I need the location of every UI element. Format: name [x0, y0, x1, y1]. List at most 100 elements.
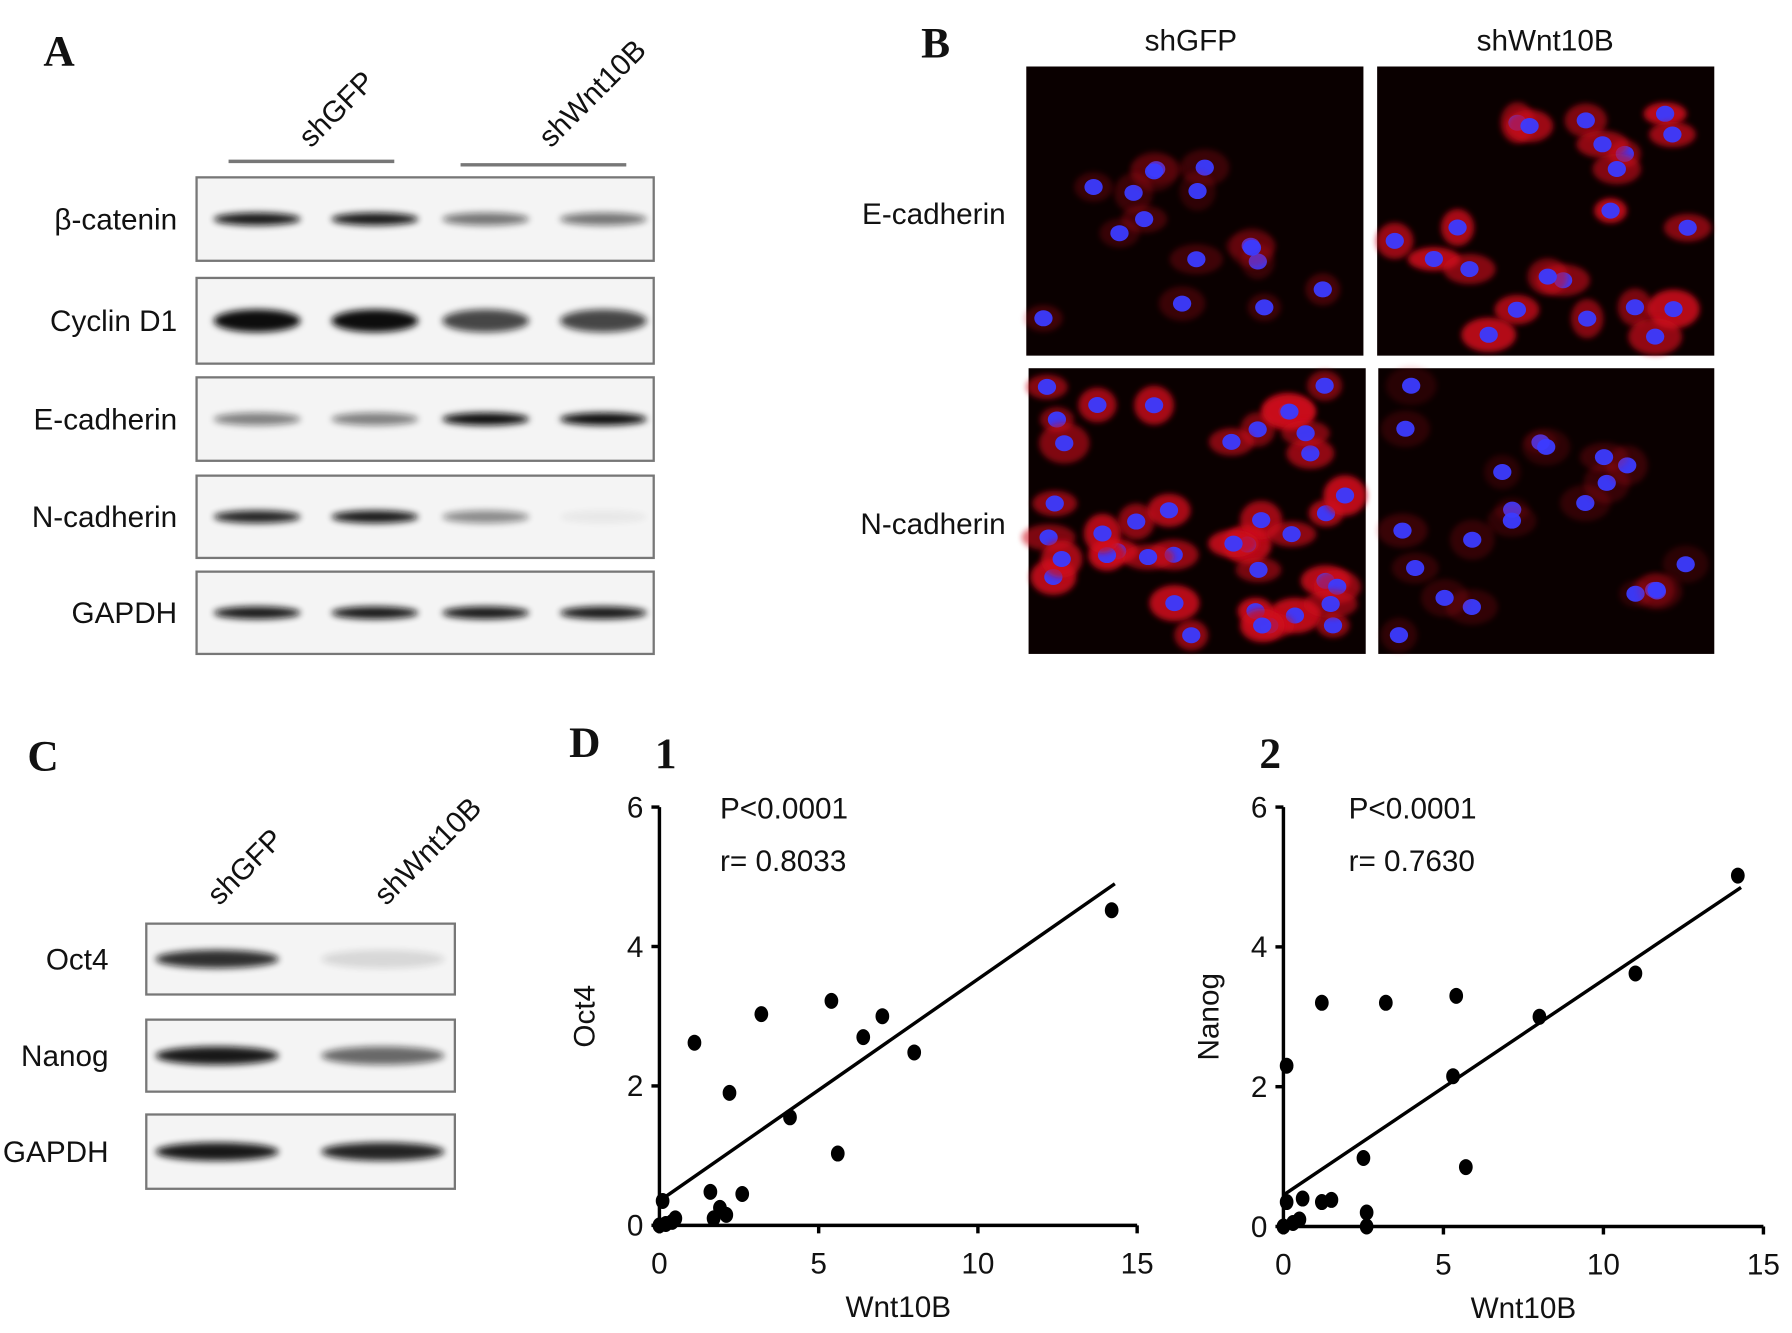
lane-label: shGFP [201, 823, 290, 912]
row-label: E-cadherin [862, 198, 1006, 231]
nucleus [1301, 445, 1320, 462]
fluorescence-image [1377, 366, 1715, 654]
nucleus [1037, 378, 1057, 395]
y-tick-label: 6 [1251, 791, 1268, 824]
nucleus [1138, 549, 1158, 566]
nucleus [1084, 179, 1103, 196]
nucleus [1385, 232, 1404, 249]
band [155, 949, 279, 969]
nucleus [1647, 581, 1666, 598]
nucleus [1493, 464, 1512, 481]
nucleus [1253, 617, 1272, 634]
band [213, 606, 301, 620]
row-label: N-cadherin [860, 508, 1005, 541]
nucleus [1093, 525, 1112, 542]
band [155, 1142, 279, 1161]
point [1279, 1194, 1294, 1211]
nucleus [1576, 112, 1595, 129]
nucleus [1315, 377, 1334, 394]
band [321, 1142, 445, 1161]
nucleus [1664, 301, 1683, 318]
x-tick-label: 15 [1121, 1247, 1154, 1280]
point [856, 1029, 871, 1046]
fit-line [658, 882, 1116, 1203]
nucleus [1538, 268, 1557, 285]
band [442, 309, 530, 333]
blot-panel: β-catenin Cyclin D1 E-cadherin N-cadherin GA… [32, 176, 655, 656]
blot-panel: Oct4 Nanog GAPDH [3, 922, 456, 1190]
nucleus [1034, 310, 1053, 327]
point [1279, 1057, 1294, 1074]
nucleus [1520, 117, 1539, 134]
chart-title: 1 [655, 730, 677, 778]
nucleus [1321, 596, 1340, 613]
point [824, 992, 839, 1009]
nucleus [1502, 512, 1522, 529]
nucleus [1462, 598, 1481, 615]
annotation: r= 0.7630 [1349, 845, 1475, 878]
nucleus [1110, 225, 1129, 242]
point [719, 1206, 734, 1223]
nucleus [1678, 219, 1697, 236]
y-axis-label: Nanog [1192, 973, 1225, 1061]
band [560, 309, 647, 333]
fit-line [1282, 886, 1742, 1197]
nucleus [1055, 435, 1074, 452]
y-tick-label: 0 [627, 1210, 644, 1243]
nucleus [1222, 433, 1241, 450]
point [1378, 994, 1393, 1011]
nucleus [1323, 617, 1343, 634]
nucleus [1625, 299, 1645, 316]
fluorescence-image [1021, 368, 1367, 654]
lane-label: shGFP [292, 65, 381, 154]
point [783, 1109, 797, 1126]
nucleus [1463, 531, 1482, 548]
band [331, 212, 419, 226]
x-axis-label: Wnt10B [845, 1291, 951, 1324]
annotation: r= 0.8033 [720, 845, 846, 878]
x-tick-label: 0 [651, 1247, 668, 1280]
nucleus [1252, 512, 1271, 529]
x-tick-label: 10 [1587, 1249, 1620, 1282]
nucleus [1676, 556, 1695, 573]
band [213, 212, 301, 226]
point [1730, 867, 1745, 884]
nucleus [1255, 299, 1274, 316]
band [442, 412, 530, 426]
nucleus [1396, 420, 1415, 437]
lane-label: shWnt10B [368, 791, 488, 911]
nucleus [1296, 425, 1315, 442]
nucleus [1224, 535, 1243, 552]
fluorescence-image [1376, 66, 1715, 356]
point [735, 1185, 750, 1202]
nucleus [1159, 502, 1179, 519]
nucleus [1655, 105, 1675, 122]
point [703, 1183, 718, 1200]
nucleus [1594, 449, 1614, 466]
point [1359, 1204, 1374, 1221]
row-label: Nanog [21, 1040, 109, 1073]
band [331, 309, 419, 333]
nucleus [1663, 126, 1682, 143]
point [1532, 1008, 1547, 1025]
row-label: E-cadherin [33, 403, 177, 436]
band [213, 309, 301, 333]
nucleus [1187, 251, 1206, 268]
point [1359, 1218, 1374, 1235]
nucleus [1182, 627, 1201, 644]
lane-label: shWnt10B [532, 34, 652, 154]
point [1449, 987, 1464, 1004]
nucleus [1127, 513, 1146, 530]
point [722, 1084, 737, 1101]
nucleus [1479, 326, 1498, 343]
nucleus [1248, 421, 1267, 438]
nucleus [1335, 487, 1355, 504]
nucleus [1188, 183, 1207, 200]
point [875, 1008, 890, 1025]
x-axis-label: Wnt10B [1471, 1292, 1577, 1325]
point [1292, 1211, 1307, 1228]
nucleus [1088, 396, 1107, 413]
nucleus [1313, 281, 1332, 298]
nucleus [1242, 239, 1262, 256]
nucleus [1389, 627, 1409, 644]
